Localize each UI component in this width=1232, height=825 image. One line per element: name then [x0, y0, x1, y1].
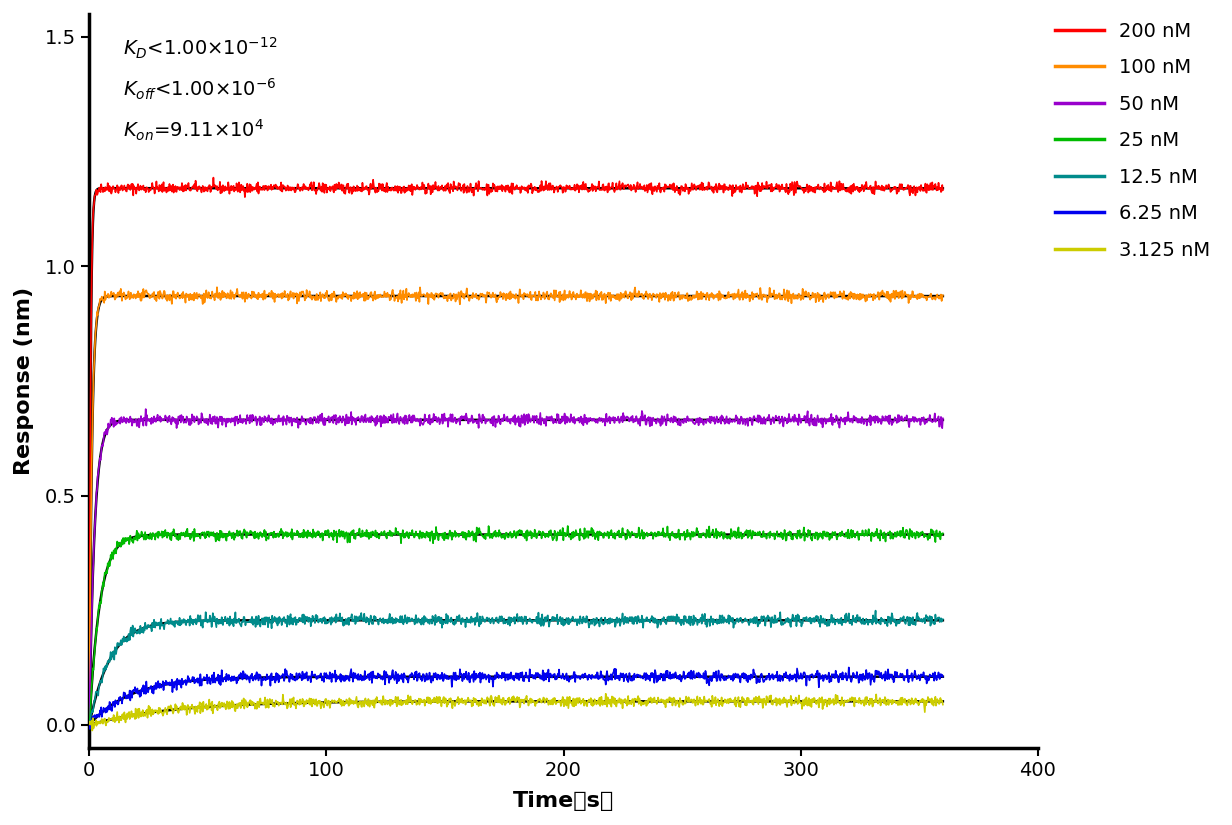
Y-axis label: Response (nm): Response (nm) — [14, 287, 34, 475]
Legend: 200 nM, 100 nM, 50 nM, 25 nM, 12.5 nM, 6.25 nM, 3.125 nM: 200 nM, 100 nM, 50 nM, 25 nM, 12.5 nM, 6… — [1047, 14, 1218, 267]
X-axis label: Time（s）: Time（s） — [513, 791, 614, 811]
Text: $K_{D}$<1.00×10$^{-12}$
$K_{off}$<1.00×10$^{-6}$
$K_{on}$=9.11×10$^{4}$: $K_{D}$<1.00×10$^{-12}$ $K_{off}$<1.00×1… — [122, 36, 277, 143]
